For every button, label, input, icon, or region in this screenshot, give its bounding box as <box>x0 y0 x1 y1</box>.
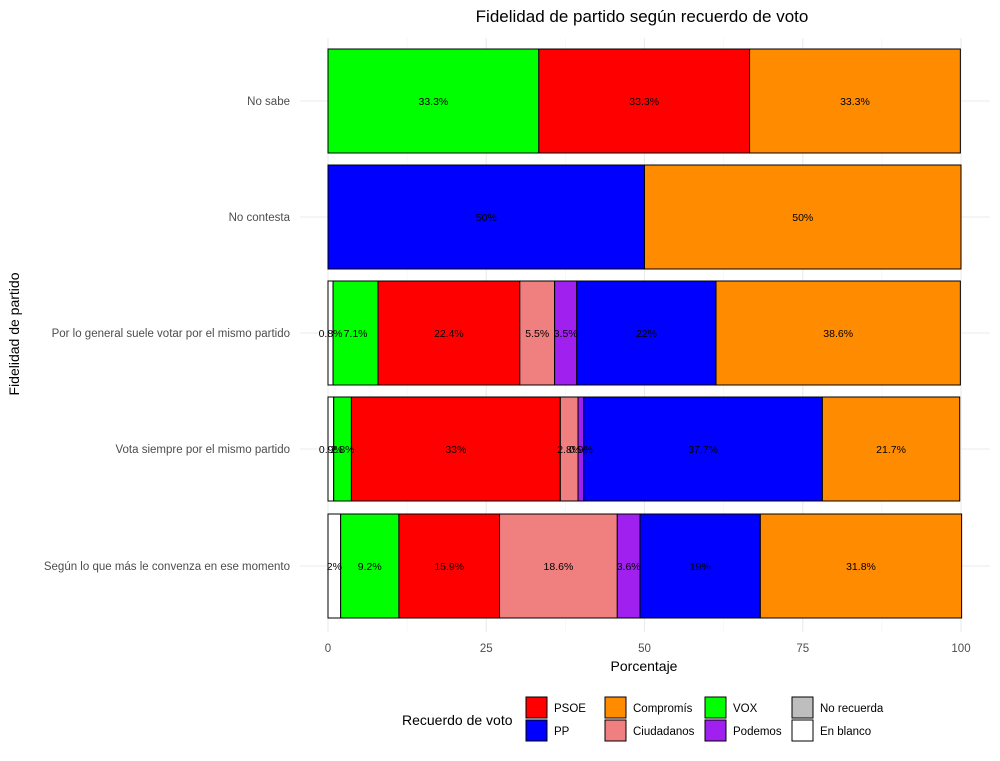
bar-segment-psoe <box>377 280 521 386</box>
bar-segment-pp <box>576 280 717 386</box>
data-label-pp: 50% <box>476 212 497 224</box>
legend-swatch-ciudadanos <box>604 719 627 742</box>
labels-layer: 33.3% 33.3% 33.3% 50% 50% 0.8% 7.1% 22.4% 5.5% 3.… <box>319 96 906 573</box>
data-label-en-blanco: 0.8% <box>319 328 343 340</box>
legend-label: Podemos <box>733 726 782 738</box>
bar-segment-psoe <box>398 513 501 619</box>
bar-segment-compromis <box>749 48 961 154</box>
data-label-compromis: 31.8% <box>846 561 876 573</box>
legend-item-vox: VOX <box>704 696 758 719</box>
data-label-podemos: 3.5% <box>554 328 578 340</box>
data-label-ciudadanos: 5.5% <box>525 328 549 340</box>
data-label-psoe: 22.4% <box>434 328 464 340</box>
x-tick-label: 50 <box>638 643 651 655</box>
y-tick-label: No contesta <box>229 212 291 224</box>
data-label-en-blanco: 0.9% <box>319 444 343 456</box>
data-label-compromis: 33.3% <box>840 96 870 108</box>
bar-segment-compromis <box>715 280 961 386</box>
legend-item-en-blanco: En blanco <box>791 719 871 742</box>
chart-title: Fidelidad de partido según recuerdo de v… <box>476 7 809 26</box>
legend-swatch-compromis <box>604 696 627 719</box>
legend-item-ciudadanos: Ciudadanos <box>604 719 695 742</box>
x-tick-label: 0 <box>325 643 331 655</box>
data-label-compromis: 50% <box>792 212 813 224</box>
data-label-podemos: 0.9% <box>569 444 593 456</box>
y-axis-title: Fidelidad de partido <box>6 272 22 395</box>
data-label-psoe: 15.9% <box>434 561 464 573</box>
bar-segment-vox <box>340 513 400 619</box>
legend-swatch-psoe <box>525 696 548 719</box>
x-tick-labels: 0 25 50 75 100 <box>325 643 971 655</box>
x-tick-label: 75 <box>796 643 809 655</box>
bar-segment-pp <box>583 396 823 502</box>
bars-layer <box>327 48 963 619</box>
data-label-psoe: 33% <box>445 444 466 456</box>
legend-label: En blanco <box>820 726 871 738</box>
legend-label: PP <box>554 726 570 738</box>
data-label-compromis: 38.6% <box>823 328 853 340</box>
legend-label: Compromís <box>633 703 693 715</box>
data-label-pp: 37.7% <box>688 444 718 456</box>
legend-item-compromis: Compromís <box>604 696 693 719</box>
data-label-en-blanco: 2% <box>327 561 342 573</box>
legend-label: No recuerda <box>820 703 884 715</box>
legend: Recuerdo de voto PSOE PP Compromís Ciudadan… <box>402 696 884 742</box>
data-label-podemos: 3.6% <box>617 561 641 573</box>
legend-swatch-en-blanco <box>791 719 814 742</box>
data-label-pp: 19% <box>690 561 711 573</box>
data-label-psoe: 33.3% <box>629 96 659 108</box>
x-tick-label: 25 <box>480 643 493 655</box>
data-label-compromis: 21.7% <box>876 444 906 456</box>
bar-segment-ciudadanos <box>499 513 618 619</box>
legend-title: Recuerdo de voto <box>402 712 513 728</box>
bar-segment-compromis <box>821 396 961 502</box>
legend-swatch-vox <box>704 696 727 719</box>
bar-segment-compromis <box>644 164 962 270</box>
bar-segment-compromis <box>759 513 963 619</box>
data-label-ciudadanos: 2.8% <box>557 444 581 456</box>
data-label-vox: 2.8% <box>331 444 355 456</box>
data-label-vox: 7.1% <box>344 328 368 340</box>
legend-swatch-podemos <box>704 719 727 742</box>
data-label-vox: 9.2% <box>358 561 382 573</box>
legend-label: PSOE <box>554 703 586 715</box>
y-tick-labels: No sabe No contesta Por lo general suele v… <box>44 96 291 573</box>
legend-swatch-pp <box>525 719 548 742</box>
y-tick-label: Por lo general suele votar por el mismo … <box>52 328 290 340</box>
x-tick-label: 100 <box>951 643 970 655</box>
legend-item-psoe: PSOE <box>525 696 586 719</box>
legend-label: VOX <box>733 703 758 715</box>
y-tick-label: No sabe <box>247 96 290 108</box>
bar-segment-pp <box>639 513 761 619</box>
legend-item-podemos: Podemos <box>704 719 782 742</box>
data-label-ciudadanos: 18.6% <box>544 561 574 573</box>
y-tick-label: Vota siempre por el mismo partido <box>116 444 291 456</box>
data-label-pp: 22% <box>636 328 657 340</box>
legend-item-no-recuerda: No recuerda <box>791 696 884 719</box>
legend-item-pp: PP <box>525 719 570 742</box>
legend-label: Ciudadanos <box>633 726 695 738</box>
y-tick-label: Según lo que más le convenza en ese mome… <box>44 561 290 573</box>
x-axis-title: Porcentaje <box>611 658 678 674</box>
legend-swatch-no-recuerda <box>791 696 814 719</box>
data-label-vox: 33.3% <box>419 96 449 108</box>
